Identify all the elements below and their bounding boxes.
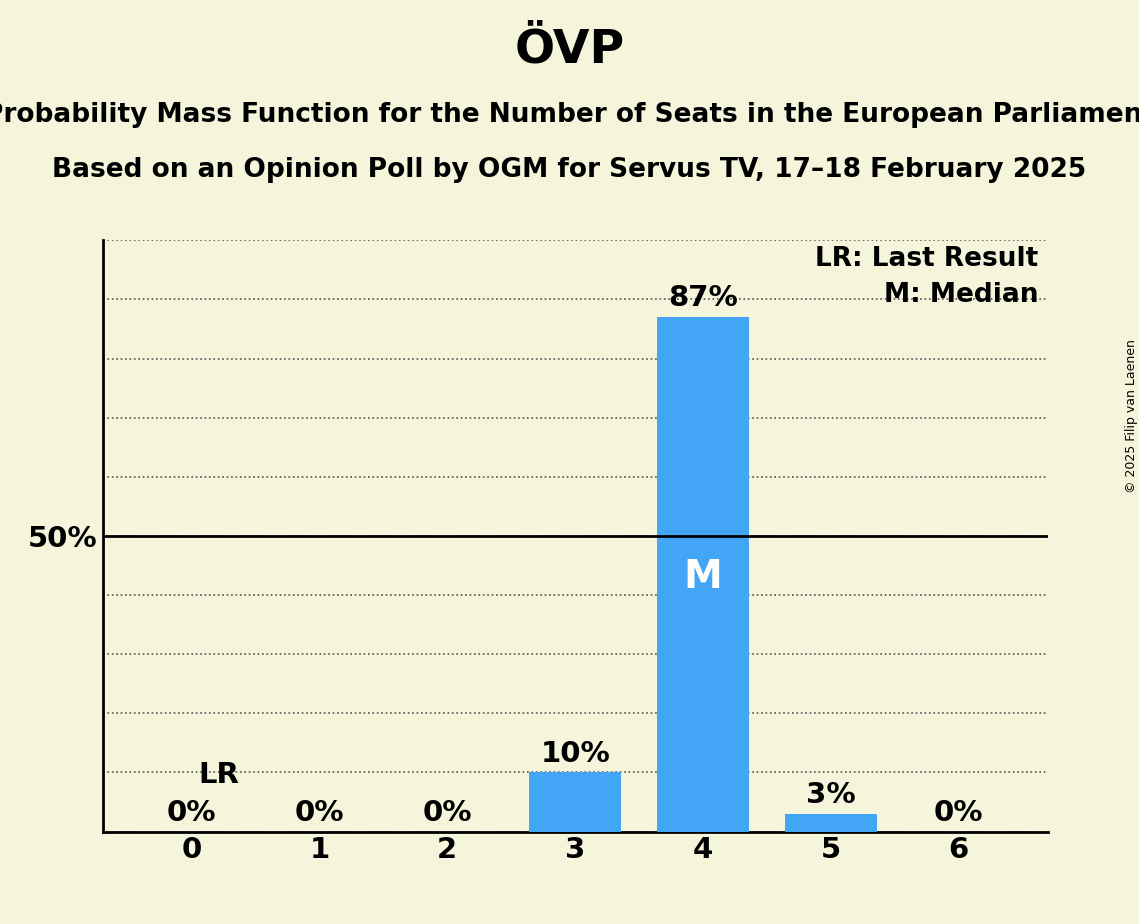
Text: M: Median: M: Median	[884, 282, 1039, 308]
Text: 3%: 3%	[806, 781, 855, 809]
Text: © 2025 Filip van Laenen: © 2025 Filip van Laenen	[1124, 339, 1138, 492]
Text: M: M	[683, 558, 722, 596]
Text: 87%: 87%	[669, 285, 738, 312]
Text: 10%: 10%	[540, 740, 611, 768]
Text: 0%: 0%	[295, 799, 344, 827]
Text: 0%: 0%	[934, 799, 984, 827]
Bar	[530, 772, 621, 832]
Text: Based on an Opinion Poll by OGM for Servus TV, 17–18 February 2025: Based on an Opinion Poll by OGM for Serv…	[52, 157, 1087, 183]
Text: 0%: 0%	[423, 799, 472, 827]
Text: LR: LR	[198, 761, 239, 789]
Bar	[657, 317, 749, 832]
Text: ÖVP: ÖVP	[515, 28, 624, 73]
Text: LR: Last Result: LR: Last Result	[816, 246, 1039, 273]
Bar	[785, 814, 877, 832]
Text: Probability Mass Function for the Number of Seats in the European Parliament: Probability Mass Function for the Number…	[0, 102, 1139, 128]
Text: 0%: 0%	[166, 799, 216, 827]
